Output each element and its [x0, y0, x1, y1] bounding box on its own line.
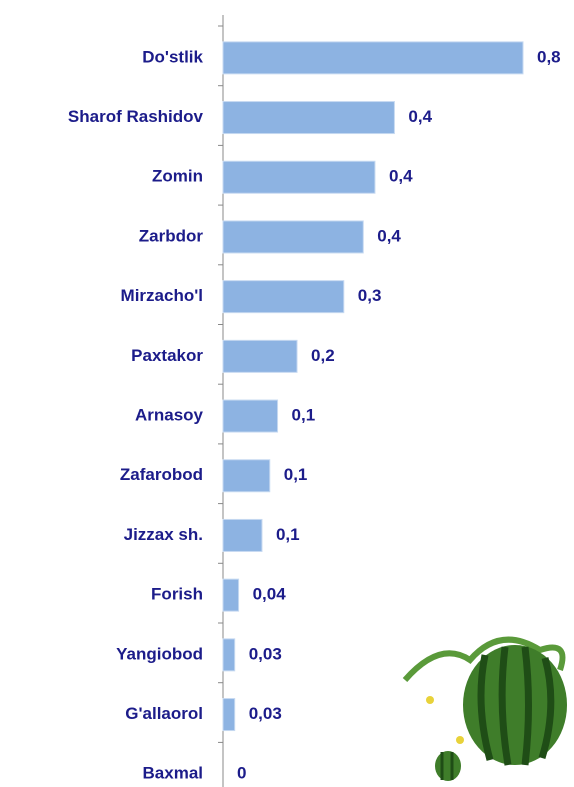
bar: [223, 281, 344, 313]
value-label: 0,2: [311, 346, 335, 365]
bar: [223, 460, 270, 492]
category-label: Mirzacho'l: [121, 286, 203, 305]
value-label: 0,1: [284, 465, 308, 484]
value-label: 0,03: [249, 704, 282, 723]
category-label: Zafarobod: [120, 465, 203, 484]
bar: [223, 102, 394, 134]
bar: [223, 161, 375, 193]
category-label: Forish: [151, 585, 203, 604]
category-label: G'allaorol: [125, 704, 203, 723]
value-label: 0,4: [408, 107, 432, 126]
bar: [223, 42, 523, 74]
value-label: 0,03: [249, 644, 282, 663]
value-label: 0,1: [292, 406, 316, 425]
value-label: 0: [237, 764, 246, 783]
value-label: 0,8: [537, 47, 561, 66]
value-label: 0,3: [358, 286, 382, 305]
category-label: Baxmal: [143, 764, 203, 783]
category-label: Jizzax sh.: [124, 525, 203, 544]
category-label: Arnasoy: [135, 406, 204, 425]
value-label: 0,4: [377, 226, 401, 245]
bar: [223, 221, 363, 253]
category-label: Yangiobod: [116, 644, 203, 663]
category-label: Paxtakor: [131, 346, 203, 365]
watermelon-illustration: [405, 640, 567, 781]
value-label: 0,1: [276, 525, 300, 544]
value-label: 0,04: [253, 585, 287, 604]
bar: [223, 400, 278, 432]
bar: [223, 579, 239, 611]
bar: [223, 639, 235, 671]
chart: Do'stlik 0,8 Sharof Rashidov 0,4 Zomin 0,4 Zar…: [0, 0, 574, 787]
bar: [223, 699, 235, 731]
bar: [223, 340, 297, 372]
category-label: Do'stlik: [142, 47, 203, 66]
category-label: Sharof Rashidov: [68, 107, 204, 126]
bar: [223, 519, 262, 551]
category-label: Zarbdor: [139, 226, 204, 245]
category-label: Zomin: [152, 167, 203, 186]
value-label: 0,4: [389, 167, 413, 186]
